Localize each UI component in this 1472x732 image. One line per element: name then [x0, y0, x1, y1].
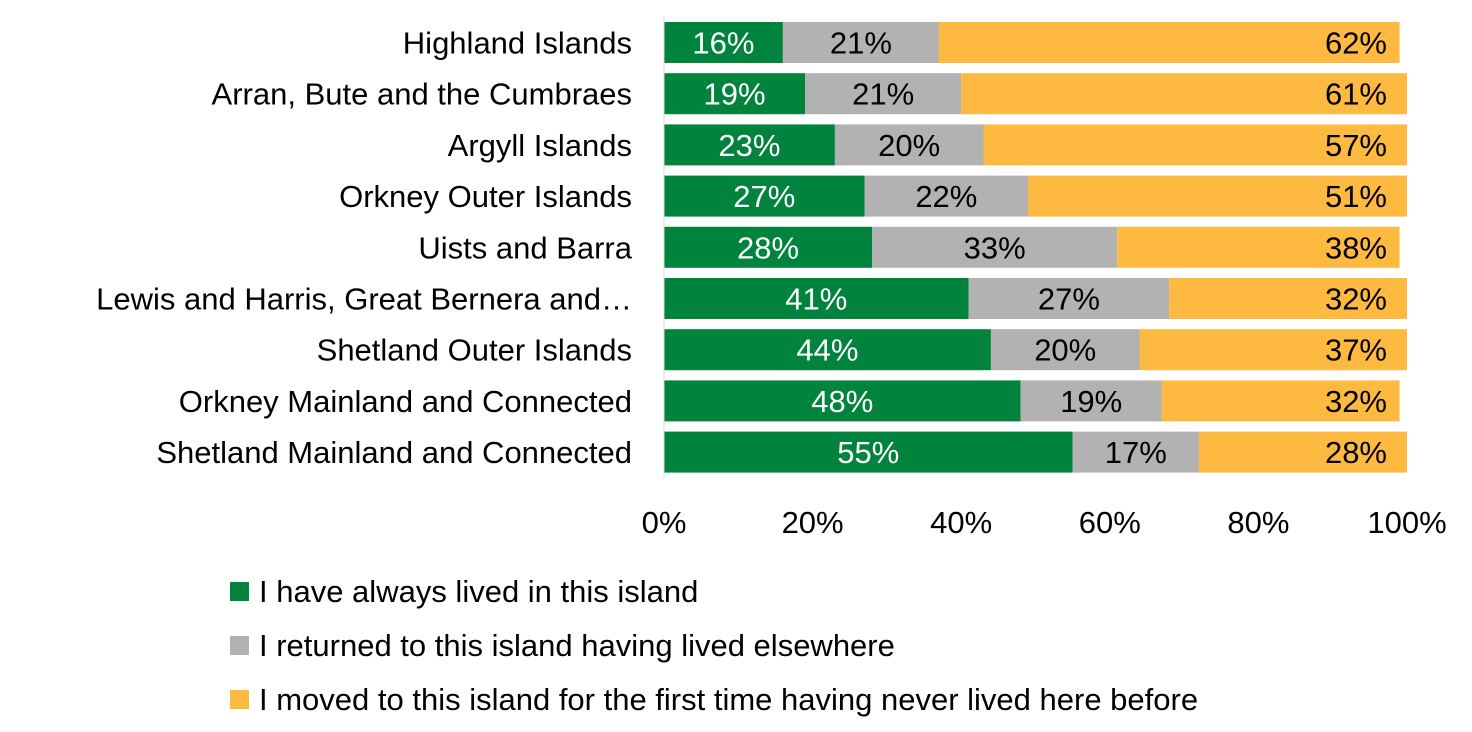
bar-segment-always-lived-8	[664, 431, 1073, 473]
data-label-moved-1: 61%	[1325, 77, 1387, 112]
x-tick-label-0: 0%	[642, 505, 687, 540]
data-label-returned-4: 33%	[964, 230, 1026, 265]
bar-segment-moved-4	[1117, 226, 1400, 268]
data-label-returned-6: 20%	[1034, 333, 1096, 368]
bar-segment-returned-5	[968, 278, 1170, 319]
bar-segment-always-lived-0	[664, 22, 783, 63]
data-label-moved-2: 57%	[1325, 128, 1387, 163]
legend-item-always-lived: I have always lived in this island	[230, 564, 1198, 618]
data-label-returned-7: 19%	[1060, 384, 1122, 419]
category-label-2: Argyll Islands	[448, 128, 632, 163]
category-label-6: Shetland Outer Islands	[317, 333, 632, 368]
category-label-0: Highland Islands	[403, 26, 632, 61]
bar-segment-returned-3	[864, 175, 1029, 217]
data-label-always-lived-8: 55%	[837, 435, 899, 470]
data-label-moved-7: 32%	[1325, 384, 1387, 419]
bar-segment-returned-2	[834, 124, 984, 166]
data-label-always-lived-6: 44%	[796, 333, 858, 368]
data-label-always-lived-7: 48%	[811, 384, 873, 419]
category-label-7: Orkney Mainland and Connected	[179, 384, 632, 419]
category-labels: Highland Islands Arran, Bute and the Cumb…	[96, 26, 633, 471]
x-tick-label-3: 60%	[1079, 505, 1141, 540]
data-label-returned-1: 21%	[852, 77, 914, 112]
bar-segment-moved-8	[1198, 431, 1407, 473]
x-axis-tick-labels: 0% 20% 40% 60% 80% 100%	[642, 505, 1447, 540]
bar-segment-returned-6	[990, 329, 1140, 371]
legend-swatch-always-lived	[230, 581, 249, 601]
bar-segment-always-lived-3	[664, 175, 865, 217]
x-tick-label-4: 80%	[1227, 505, 1289, 540]
category-label-1: Arran, Bute and the Cumbraes	[212, 77, 632, 112]
legend-item-moved: I moved to this island for the first tim…	[230, 672, 1198, 726]
data-label-returned-5: 27%	[1038, 282, 1100, 317]
bar-segment-returned-7	[1020, 380, 1162, 422]
bar-segment-always-lived-2	[664, 124, 835, 166]
category-label-3: Orkney Outer Islands	[339, 179, 632, 214]
data-label-always-lived-4: 28%	[737, 230, 799, 265]
data-label-moved-8: 28%	[1325, 435, 1387, 470]
bar-segment-moved-2	[983, 124, 1407, 166]
data-label-returned-0: 21%	[830, 26, 892, 61]
bar-segment-always-lived-7	[664, 380, 1021, 422]
x-tick-label-5: 100%	[1367, 505, 1446, 540]
legend-item-returned: I returned to this island having lived e…	[230, 618, 1198, 672]
bar-segment-moved-3	[1028, 175, 1407, 217]
legend-swatch-returned	[230, 635, 249, 655]
data-label-always-lived-3: 27%	[733, 179, 795, 214]
bar-segment-moved-6	[1139, 329, 1407, 371]
data-label-moved-3: 51%	[1325, 179, 1387, 214]
bar-segment-moved-1	[961, 73, 1407, 115]
data-label-moved-6: 37%	[1325, 333, 1387, 368]
x-tick-label-2: 40%	[930, 505, 992, 540]
category-label-4: Uists and Barra	[418, 230, 632, 265]
legend-swatch-moved	[230, 689, 249, 709]
bar-segment-always-lived-6	[664, 329, 991, 371]
bar-segment-returned-4	[872, 226, 1118, 268]
bar-segment-moved-0	[938, 22, 1400, 63]
legend-label-always-lived: I have always lived in this island	[259, 573, 699, 609]
bar-segment-always-lived-5	[664, 278, 969, 319]
legend: I have always lived in this island I ret…	[230, 564, 1198, 726]
data-label-always-lived-0: 16%	[692, 26, 754, 61]
category-label-8: Shetland Mainland and Connected	[156, 435, 632, 470]
category-label-5: Lewis and Harris, Great Bernera and…	[96, 282, 632, 317]
data-label-always-lived-1: 19%	[704, 77, 766, 112]
stacked-bar-chart: 16% 21% 62% 19% 21% 61% 23% 20% 57% 27% 22% 51% 28% 3…	[96, 16, 1447, 540]
data-label-always-lived-5: 41%	[785, 282, 847, 317]
bar-segment-always-lived-4	[664, 226, 873, 268]
bars-group: 16% 21% 62% 19% 21% 61% 23% 20% 57% 27% 22% 51% 28% 3…	[664, 22, 1407, 473]
legend-label-moved: I moved to this island for the first tim…	[259, 681, 1199, 717]
data-label-returned-2: 20%	[878, 128, 940, 163]
bar-segment-returned-0	[782, 22, 939, 63]
x-tick-label-1: 20%	[782, 505, 844, 540]
bar-segment-moved-5	[1169, 278, 1407, 319]
bar-segment-returned-1	[805, 73, 962, 115]
legend-label-returned: I returned to this island having lived e…	[259, 627, 895, 663]
data-label-always-lived-2: 23%	[718, 128, 780, 163]
bar-segment-returned-8	[1072, 431, 1199, 473]
data-label-moved-4: 38%	[1325, 230, 1387, 265]
data-label-returned-3: 22%	[915, 179, 977, 214]
bar-segment-always-lived-1	[664, 73, 806, 115]
data-label-moved-5: 32%	[1325, 282, 1387, 317]
data-label-returned-8: 17%	[1105, 435, 1167, 470]
data-label-moved-0: 62%	[1325, 26, 1387, 61]
bar-segment-moved-7	[1161, 380, 1400, 422]
